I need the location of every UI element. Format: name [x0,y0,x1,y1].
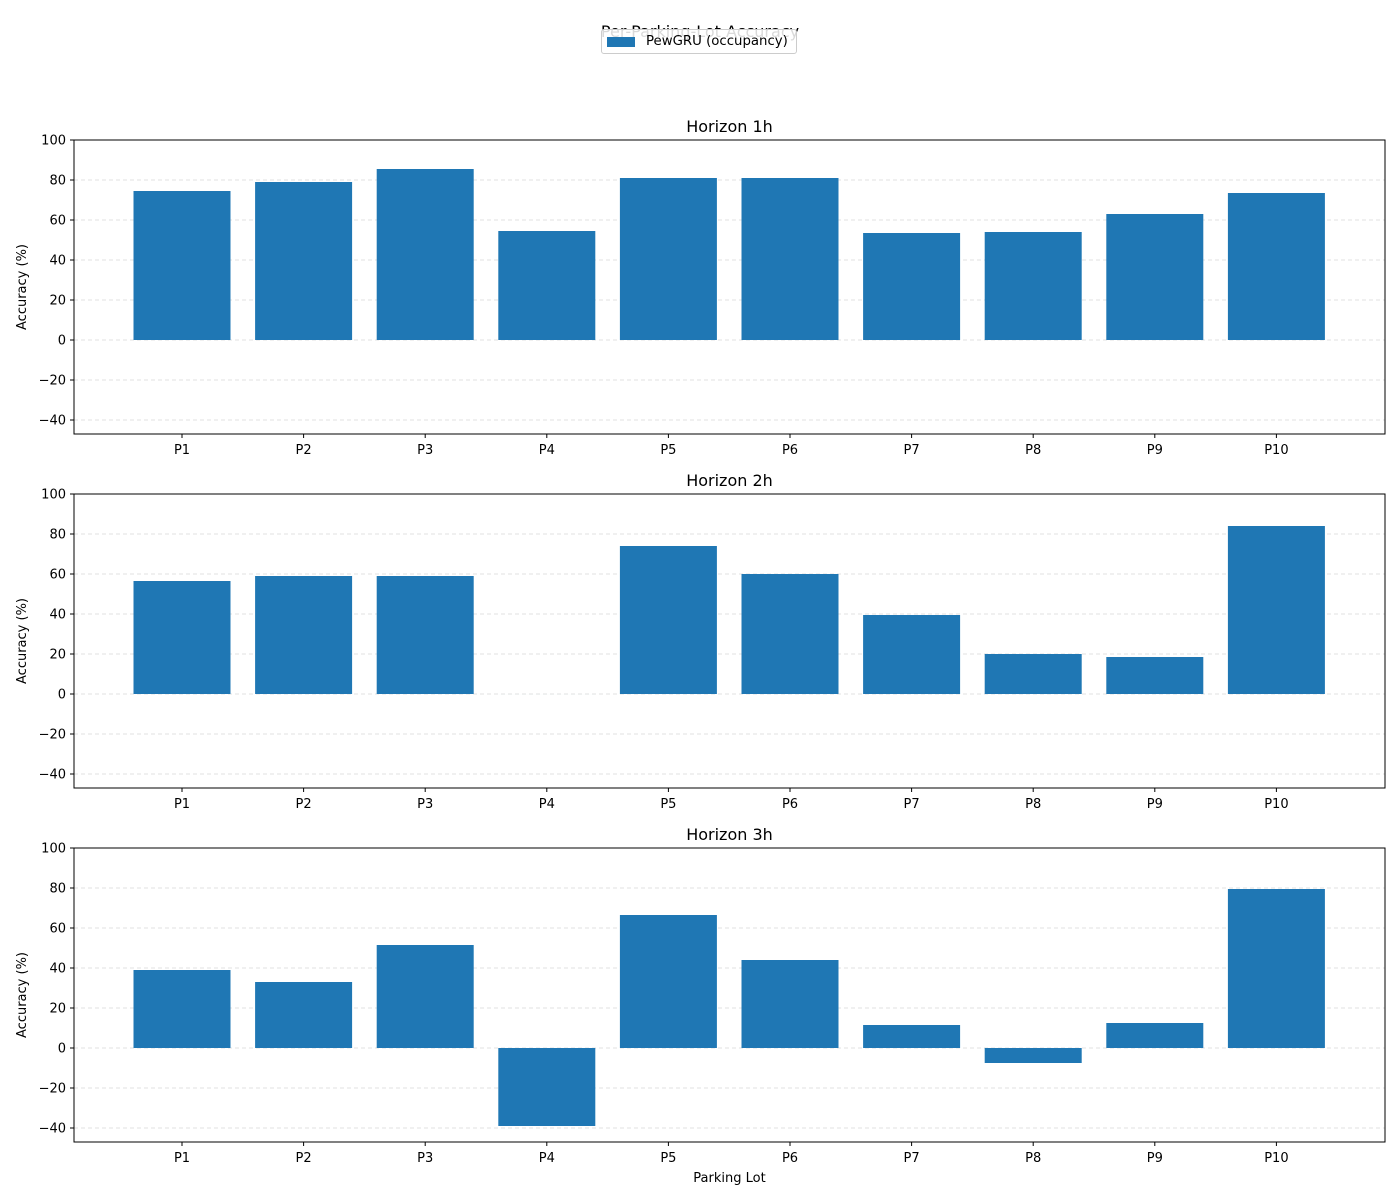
y-tick-label: −20 [39,728,66,743]
legend: PewGRU (occupancy) [601,29,797,54]
x-tick-label: P1 [174,443,190,458]
x-tick-label: P10 [1264,797,1288,812]
x-tick-label: P6 [782,443,798,458]
bar-p6 [741,574,839,694]
y-tick-label: 60 [49,922,66,937]
y-tick-label: 100 [41,488,66,503]
y-tick-label: −40 [39,414,66,429]
panel-title: Horizon 1h [686,117,773,136]
bar-p10 [1227,526,1325,694]
y-tick-label: 80 [49,528,66,543]
x-tick-label: P2 [296,1151,312,1166]
x-tick-label: P5 [660,1151,676,1166]
bar-p6 [741,960,839,1048]
bar-p9 [1106,657,1204,694]
y-tick-label: 0 [58,688,66,703]
y-tick-label: 100 [41,134,66,149]
bar-p8 [984,1048,1082,1063]
x-tick-label: P10 [1264,1151,1288,1166]
x-tick-label: P5 [660,443,676,458]
bar-p1 [133,581,231,694]
bar-p7 [863,1025,961,1048]
x-tick-label: P3 [417,443,433,458]
x-tick-label: P2 [296,443,312,458]
y-tick-label: 20 [49,1002,66,1017]
bar-p3 [376,576,474,694]
y-tick-label: 20 [49,648,66,663]
x-tick-label: P8 [1025,1151,1041,1166]
x-tick-label: P8 [1025,797,1041,812]
x-tick-label: P1 [174,797,190,812]
y-tick-label: 60 [49,214,66,229]
y-axis-label: Accuracy (%) [15,952,30,1038]
panel-title: Horizon 3h [686,825,773,844]
x-tick-label: P9 [1147,443,1163,458]
x-tick-label: P7 [904,797,920,812]
bar-p10 [1227,889,1325,1048]
x-tick-label: P9 [1147,1151,1163,1166]
bar-p2 [255,576,353,694]
y-axis-label: Accuracy (%) [15,244,30,330]
x-tick-label: P4 [539,797,555,812]
y-tick-label: −20 [39,374,66,389]
x-tick-label: P4 [539,1151,555,1166]
y-tick-label: 0 [58,334,66,349]
x-axis-label: Parking Lot [693,1171,765,1186]
bar-p7 [863,233,961,340]
bar-p3 [376,945,474,1048]
bar-p5 [619,915,717,1048]
y-tick-label: −40 [39,768,66,783]
y-tick-label: 60 [49,568,66,583]
y-tick-label: 100 [41,842,66,857]
x-tick-label: P9 [1147,797,1163,812]
bar-p5 [619,546,717,694]
bar-p5 [619,178,717,340]
axes-frame [73,139,1386,435]
y-tick-label: 40 [49,254,66,269]
y-tick-label: 80 [49,882,66,897]
bar-p2 [255,182,353,340]
y-tick-label: 20 [49,294,66,309]
x-tick-label: P2 [296,797,312,812]
x-tick-label: P7 [904,443,920,458]
bar-p9 [1106,1023,1204,1048]
axes-frame [73,493,1386,789]
bar-p6 [741,178,839,340]
bar-p3 [376,169,474,340]
x-tick-label: P4 [539,443,555,458]
bar-p4 [498,231,596,340]
x-tick-label: P1 [174,1151,190,1166]
y-tick-label: 0 [58,1042,66,1057]
bar-p7 [863,615,961,694]
bar-p4 [498,1048,596,1126]
x-tick-label: P6 [782,1151,798,1166]
x-tick-label: P3 [417,797,433,812]
y-tick-label: 80 [49,174,66,189]
x-tick-label: P6 [782,797,798,812]
y-axis-label: Accuracy (%) [15,598,30,684]
x-tick-label: P8 [1025,443,1041,458]
x-tick-label: P3 [417,1151,433,1166]
bar-p8 [984,654,1082,694]
bar-p1 [133,191,231,340]
legend-swatch [607,36,635,47]
bar-p8 [984,232,1082,340]
bar-p2 [255,982,353,1048]
bar-p9 [1106,214,1204,340]
legend-label: PewGRU (occupancy) [646,34,788,49]
y-tick-label: 40 [49,962,66,977]
x-tick-label: P10 [1264,443,1288,458]
x-tick-label: P7 [904,1151,920,1166]
bar-p1 [133,970,231,1048]
panel-title: Horizon 2h [686,471,773,490]
y-tick-label: −20 [39,1082,66,1097]
x-tick-label: P5 [660,797,676,812]
bar-p10 [1227,193,1325,340]
y-tick-label: 40 [49,608,66,623]
axes-frame [73,847,1386,1143]
y-tick-label: −40 [39,1122,66,1137]
